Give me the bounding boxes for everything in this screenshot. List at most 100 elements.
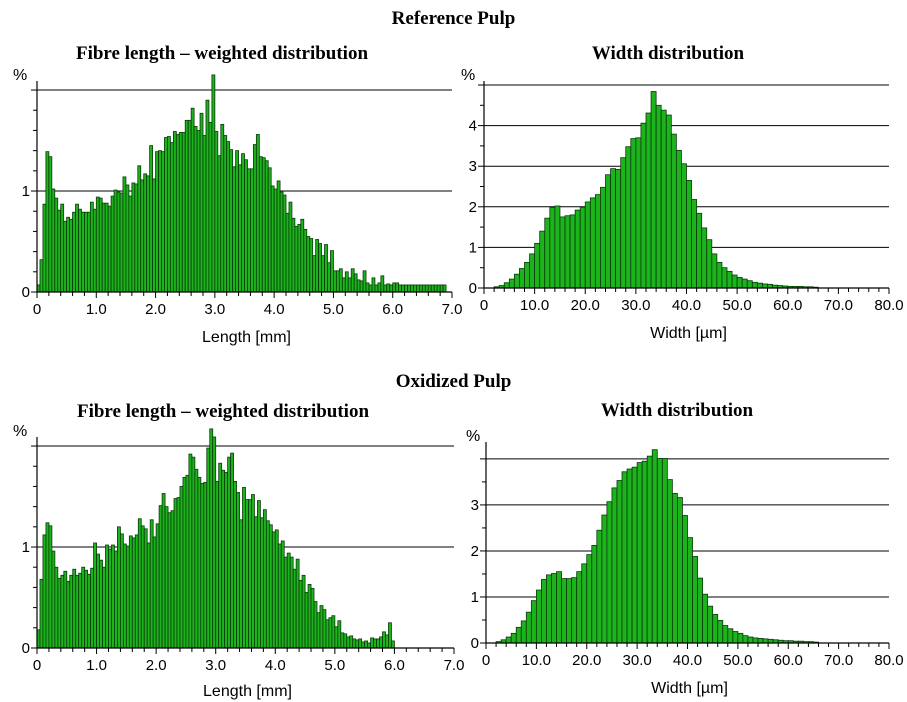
histogram-bar (377, 282, 382, 293)
histogram-bar (72, 568, 77, 649)
histogram-bar (666, 479, 673, 644)
histogram-bar (359, 280, 364, 293)
histogram-bar (620, 157, 627, 289)
histogram-bar (131, 537, 136, 649)
x-tick-label: 1.0 (86, 657, 107, 674)
histogram-bar (350, 268, 355, 293)
histogram-bar (380, 275, 385, 293)
histogram-bar (194, 468, 199, 649)
histogram-bar (102, 566, 106, 649)
histogram-bar (524, 262, 530, 289)
histogram-bar (335, 270, 340, 293)
histogram-bar (81, 566, 86, 649)
histogram-bar (591, 545, 598, 644)
histogram-bar (220, 123, 225, 293)
histogram-bar (337, 620, 342, 649)
y-tick-label: 4 (469, 118, 477, 135)
histogram-bar (687, 537, 693, 644)
x-axis-label: Length [mm] (203, 683, 292, 700)
histogram-bar (122, 176, 127, 293)
histogram-bar (51, 188, 56, 293)
histogram-bar (325, 619, 330, 649)
histogram-bar (616, 480, 623, 644)
histogram-bar (230, 452, 234, 649)
histogram-bar (529, 253, 536, 289)
histogram-bar (254, 516, 258, 649)
histogram-bar (586, 554, 593, 644)
x-tick-label: 40.0 (672, 297, 701, 314)
histogram-bar (111, 544, 115, 649)
histogram-bar (362, 270, 367, 293)
histogram-bar (203, 481, 208, 649)
histogram-bar (416, 284, 420, 293)
histogram-bar (631, 466, 638, 644)
y-tick-label: 1 (22, 183, 30, 200)
histogram-bar (164, 506, 169, 649)
histogram-bar (221, 469, 226, 649)
histogram-bar (307, 583, 312, 649)
histogram-bar (515, 626, 522, 644)
histogram-bar (549, 207, 556, 289)
histogram-bar (152, 536, 157, 649)
histogram-bar (742, 635, 749, 644)
histogram-bar (104, 202, 109, 293)
histogram-bar (170, 510, 175, 649)
histogram-bar (601, 514, 608, 644)
histogram-bar (257, 500, 261, 649)
histogram-bar (439, 284, 444, 293)
histogram-bar (534, 242, 541, 289)
histogram-bar (355, 639, 360, 649)
histogram-bar (54, 566, 59, 649)
histogram-bar (122, 543, 127, 649)
histogram-bar (63, 570, 68, 649)
histogram-bar (421, 284, 426, 293)
histogram-bar (244, 159, 248, 293)
histogram-bar (261, 157, 266, 293)
x-tick-label: 20.0 (571, 297, 600, 314)
histogram-bar (259, 517, 264, 649)
histogram-bar (66, 216, 71, 293)
histogram-bar (530, 600, 537, 644)
histogram-bar (535, 589, 542, 644)
histogram-bar (410, 284, 414, 293)
y-axis-label: % (13, 423, 27, 440)
histogram-bar (292, 568, 297, 649)
histogram-bar (169, 142, 174, 293)
y-tick-label: 2 (471, 543, 479, 560)
y-tick-label: 0 (471, 635, 479, 652)
x-tick-label: 5.0 (323, 301, 344, 318)
histogram-bar (546, 574, 552, 644)
histogram-bar (691, 199, 698, 289)
x-tick-label: 60.0 (773, 297, 802, 314)
histogram-bar (361, 641, 366, 649)
histogram-bar (340, 632, 345, 649)
histogram-bar (731, 274, 738, 289)
histogram-bar (554, 205, 561, 289)
histogram-bar (143, 173, 148, 293)
histogram-bar (181, 132, 186, 293)
histogram-bar (418, 284, 423, 293)
x-axis-label: Width [µm] (650, 325, 727, 342)
histogram-bar (247, 168, 251, 293)
histogram-bar (161, 493, 166, 649)
histogram-bar (651, 449, 658, 644)
histogram-bar (206, 447, 211, 649)
x-tick-label: 30.0 (621, 297, 650, 314)
x-tick-label: 4.0 (265, 657, 286, 674)
histogram-bar (280, 540, 285, 649)
histogram-bar (193, 126, 198, 293)
histogram-bar (235, 150, 239, 293)
x-tick-label: 70.0 (824, 652, 853, 669)
histogram-bar (264, 160, 269, 293)
x-tick-label: 20.0 (572, 652, 601, 669)
x-tick-label: 0 (33, 657, 41, 674)
histogram-bar (316, 612, 321, 649)
histogram-bar (90, 567, 94, 649)
histogram-bar (424, 284, 429, 293)
histogram-bar (134, 183, 139, 293)
histogram-bar (131, 182, 136, 293)
histogram-bar (172, 131, 177, 293)
histogram-bar (78, 572, 83, 649)
histogram-bar (581, 563, 588, 644)
histogram-bar (621, 471, 628, 644)
